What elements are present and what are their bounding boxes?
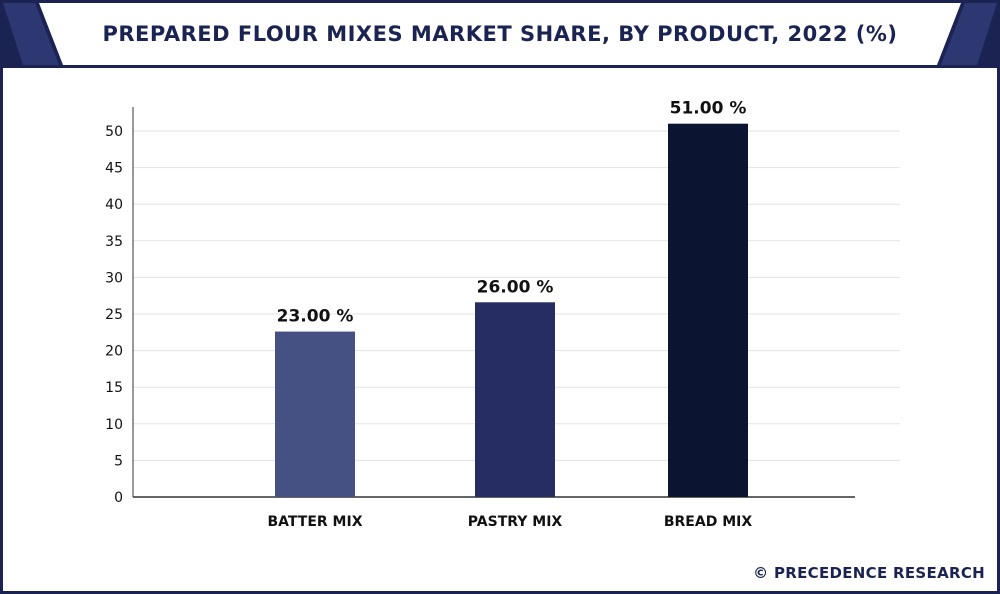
x-tick-label-batter-mix: BATTER MIX — [268, 514, 363, 530]
x-tick-label-pastry-mix: PASTRY MIX — [468, 514, 563, 530]
chart-header: PREPARED FLOUR MIXES MARKET SHARE, BY PR… — [3, 3, 997, 68]
bar-batter-mix — [275, 331, 355, 497]
x-tick-label-bread-mix: BREAD MIX — [664, 514, 752, 530]
chart-title: PREPARED FLOUR MIXES MARKET SHARE, BY PR… — [102, 22, 898, 46]
y-tick-label: 15 — [105, 380, 123, 396]
y-tick-label: 50 — [105, 124, 123, 140]
y-tick-label: 20 — [105, 344, 123, 360]
y-tick-label: 5 — [114, 453, 123, 469]
bar-chart: 0 5 10 15 20 25 30 35 40 45 50 23.00 % BATTER MIX 26.… — [105, 99, 900, 530]
y-tick-label: 45 — [105, 161, 123, 177]
y-tick-label: 35 — [105, 234, 123, 250]
watermark: © PRECEDENCE RESEARCH — [753, 564, 985, 582]
bar-bread-mix — [668, 123, 748, 498]
y-tick-label: 30 — [105, 270, 123, 286]
left-corner-accent — [3, 3, 63, 65]
data-label-bread-mix: 51.00 % — [670, 99, 747, 119]
right-corner-accent — [937, 3, 997, 65]
data-label-pastry-mix: 26.00 % — [477, 277, 554, 297]
y-tick-label: 0 — [114, 490, 123, 506]
y-tick-label: 40 — [105, 197, 123, 213]
y-tick-label: 25 — [105, 307, 123, 323]
y-tick-label: 10 — [105, 417, 123, 433]
data-label-batter-mix: 23.00 % — [277, 307, 354, 327]
bar-pastry-mix — [475, 302, 555, 497]
